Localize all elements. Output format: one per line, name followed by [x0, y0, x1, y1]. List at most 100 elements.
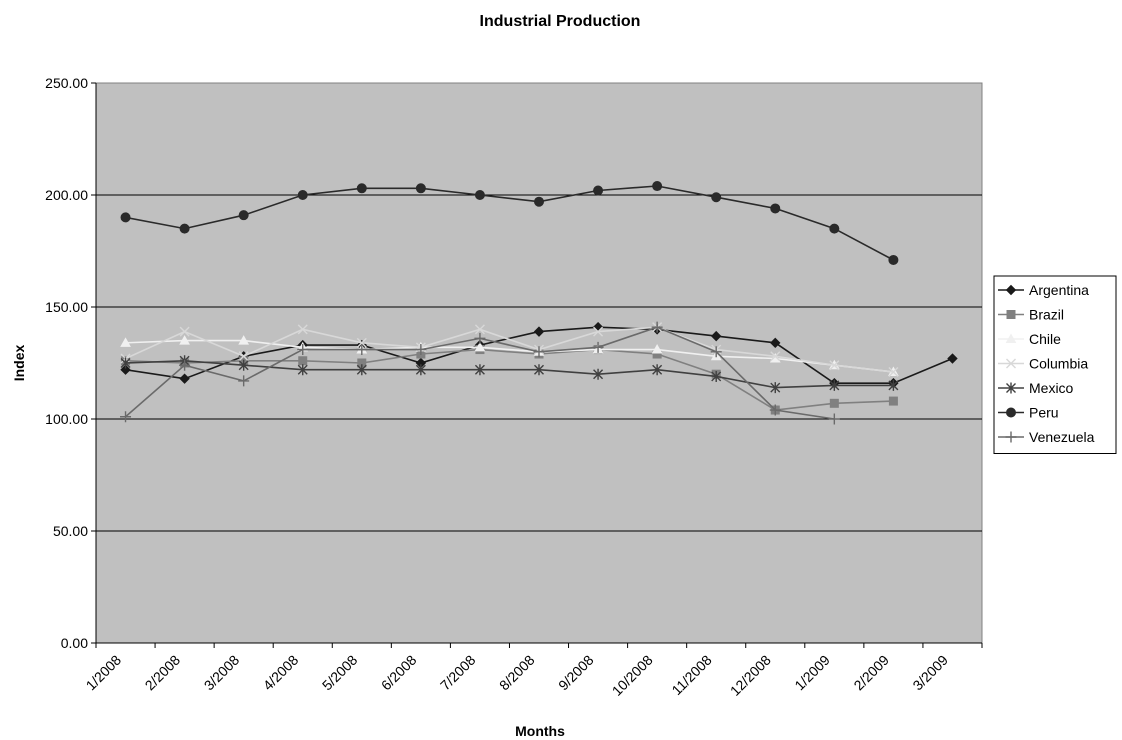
data-point-mexico	[888, 379, 899, 391]
data-point-peru	[297, 190, 308, 200]
series-line-mexico	[125, 359, 894, 389]
data-point-venezuela	[120, 411, 132, 423]
data-point-mexico	[238, 359, 249, 371]
series-line-chile	[125, 339, 894, 373]
legend-marker-mexico	[1006, 382, 1016, 394]
legend-marker-venezuela	[1005, 431, 1017, 443]
legend-label-argentina: Argentina	[1029, 282, 1089, 298]
data-point-columbia	[593, 326, 604, 337]
y-tick-label: 250.00	[45, 75, 88, 91]
y-axis-title: Index	[11, 345, 27, 382]
data-point-peru	[356, 183, 367, 194]
x-tick-label: 9/2008	[555, 652, 597, 694]
data-point-venezuela	[769, 404, 781, 416]
x-tick-label: 7/2008	[437, 652, 479, 694]
data-point-venezuela	[651, 321, 663, 333]
x-tick-label: 1/2008	[83, 652, 125, 694]
data-point-mexico	[474, 364, 485, 376]
data-point-peru	[888, 254, 899, 265]
data-point-columbia	[356, 337, 367, 348]
data-point-columbia	[297, 324, 308, 335]
legend-box	[993, 275, 1117, 454]
legend-label-mexico: Mexico	[1029, 380, 1074, 396]
data-point-peru	[179, 223, 190, 234]
data-point-mexico	[711, 370, 722, 382]
data-point-argentina	[710, 330, 722, 342]
data-point-peru	[593, 185, 604, 196]
data-point-mexico	[534, 364, 544, 376]
data-point-mexico	[356, 364, 367, 376]
plot-area	[95, 82, 983, 644]
data-point-peru	[770, 203, 781, 214]
legend-label-chile: Chile	[1029, 331, 1061, 347]
data-point-columbia	[770, 351, 781, 362]
data-point-brazil	[829, 398, 839, 408]
data-point-venezuela	[238, 375, 250, 387]
data-point-venezuela	[415, 344, 427, 356]
series-line-peru	[125, 185, 894, 261]
legend: Argentina Brazil Chile Columbia Mexico Peru Ve…	[993, 275, 1117, 454]
data-point-peru	[534, 196, 544, 207]
data-point-venezuela	[474, 332, 486, 344]
data-point-columbia	[888, 366, 899, 377]
legend-label-brazil: Brazil	[1029, 307, 1064, 323]
data-point-venezuela	[533, 346, 545, 358]
x-tick-label: 5/2008	[319, 652, 361, 694]
data-point-chile	[238, 335, 250, 345]
x-tick-label: 3/2009	[909, 652, 951, 694]
data-point-venezuela	[710, 346, 722, 358]
data-point-mexico	[652, 364, 663, 376]
y-tick-label: 50.00	[53, 523, 88, 539]
x-tick-label: 10/2008	[609, 652, 656, 699]
data-point-peru	[474, 190, 485, 200]
series-lines	[120, 181, 958, 425]
data-point-peru	[238, 210, 249, 221]
legend-label-columbia: Columbia	[1029, 356, 1088, 372]
data-point-mexico	[593, 368, 604, 380]
series-columbia	[120, 322, 899, 377]
legend-label-peru: Peru	[1029, 405, 1059, 421]
data-point-mexico	[297, 364, 308, 376]
data-point-chile	[474, 341, 486, 352]
data-point-argentina	[120, 364, 131, 375]
data-point-brazil	[298, 356, 308, 366]
legend-marker-columbia	[1006, 358, 1016, 369]
legend-label-venezuela: Venezuela	[1029, 429, 1095, 445]
x-tick-label: 3/2008	[201, 652, 243, 694]
x-tick-label: 12/2008	[727, 652, 774, 699]
data-point-columbia	[179, 326, 190, 337]
x-tick-label: 2/2008	[142, 652, 184, 694]
data-point-chile	[120, 337, 131, 347]
x-tick-label: 4/2008	[260, 652, 302, 694]
series-venezuela	[120, 321, 840, 425]
data-point-venezuela	[828, 413, 840, 425]
series-line-columbia	[125, 326, 894, 373]
data-point-peru	[711, 192, 722, 203]
data-point-venezuela	[297, 344, 309, 356]
y-tick-label: 100.00	[45, 411, 88, 427]
x-tick-label: 8/2008	[496, 652, 538, 694]
chart-title: Industrial Production	[480, 13, 641, 30]
data-point-mexico	[120, 357, 131, 369]
data-point-mexico	[415, 364, 426, 376]
data-point-mexico	[829, 379, 840, 391]
series-peru	[120, 181, 899, 265]
data-point-argentina	[770, 337, 781, 349]
data-point-venezuela	[356, 344, 368, 356]
series-line-brazil	[125, 348, 894, 411]
data-point-columbia	[238, 351, 249, 362]
y-tick-label: 150.00	[45, 299, 88, 315]
data-point-chile	[651, 344, 663, 354]
data-point-venezuela	[592, 341, 604, 353]
data-point-mexico	[770, 382, 781, 394]
data-point-venezuela	[179, 359, 191, 371]
data-point-peru	[415, 183, 426, 194]
legend-marker-brazil	[1006, 310, 1016, 319]
x-tick-label: 2/2009	[850, 652, 892, 694]
data-point-brazil	[888, 396, 898, 406]
data-point-argentina	[947, 353, 958, 364]
data-point-peru	[652, 181, 663, 192]
x-tick-label: 11/2008	[668, 652, 715, 699]
